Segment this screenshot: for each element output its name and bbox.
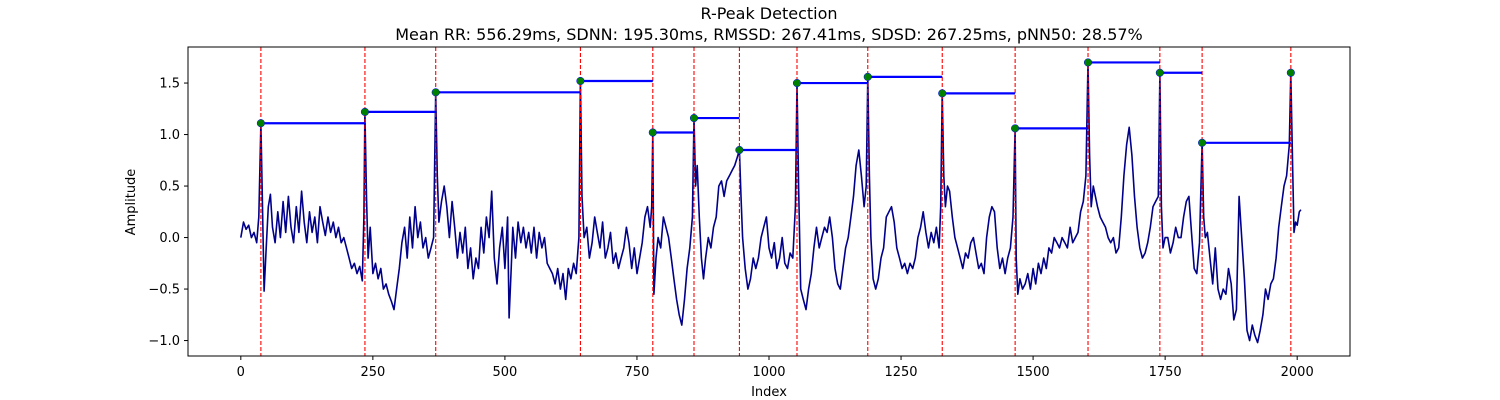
peak-marker-8 xyxy=(863,72,872,81)
y-axis-label: Amplitude xyxy=(124,169,139,236)
x-tick-label-2: 500 xyxy=(492,365,517,380)
peak-marker-5 xyxy=(689,114,699,123)
x-axis-label: Index xyxy=(751,385,787,400)
x-tick-label-3: 750 xyxy=(625,365,650,380)
y-tick-label-0: −1.0 xyxy=(148,334,180,349)
peak-marker-7 xyxy=(792,79,802,88)
y-tick-label-2: 0.0 xyxy=(159,231,180,246)
x-tick-label-4: 1000 xyxy=(752,365,785,380)
x-tick-label-6: 1500 xyxy=(1017,365,1050,380)
plot-frame xyxy=(187,46,1351,357)
peak-marker-10 xyxy=(1011,124,1020,133)
chart-subtitle: Mean RR: 556.29ms, SDNN: 195.30ms, RMSSD… xyxy=(395,25,1143,44)
x-axis: 0 250 500 750 1000 1250 1500 1750 2000 xyxy=(237,356,1314,380)
x-tick-label-5: 1250 xyxy=(884,365,917,380)
y-tick-label-5: 1.5 xyxy=(159,77,180,92)
x-tick-label-1: 250 xyxy=(360,365,385,380)
y-axis: −1.0 −0.5 0.0 0.5 1.0 1.5 xyxy=(148,77,188,349)
peak-marker-14 xyxy=(1286,68,1295,77)
x-tick-label-7: 1750 xyxy=(1149,365,1182,380)
peak-marker-3 xyxy=(576,76,585,86)
y-tick-label-1: −0.5 xyxy=(148,283,180,298)
y-tick-label-4: 1.0 xyxy=(159,128,180,143)
chart-title: R-Peak Detection xyxy=(700,4,837,23)
peak-marker-9 xyxy=(938,89,947,98)
peak-marker-4 xyxy=(648,128,657,137)
peak-marker-11 xyxy=(1083,58,1093,67)
x-tick-label-8: 2000 xyxy=(1281,365,1314,380)
plot-area xyxy=(240,47,1302,356)
peak-marker-2 xyxy=(431,88,440,97)
y-tick-label-3: 0.5 xyxy=(159,180,180,195)
peak-marker-6 xyxy=(735,145,744,155)
peak-marker-0 xyxy=(256,119,265,128)
ecg-signal-line xyxy=(240,61,1302,344)
peak-marker-1 xyxy=(360,107,369,116)
x-tick-label-0: 0 xyxy=(237,365,245,380)
peak-marker-13 xyxy=(1198,138,1207,147)
peak-marker-12 xyxy=(1155,68,1164,77)
